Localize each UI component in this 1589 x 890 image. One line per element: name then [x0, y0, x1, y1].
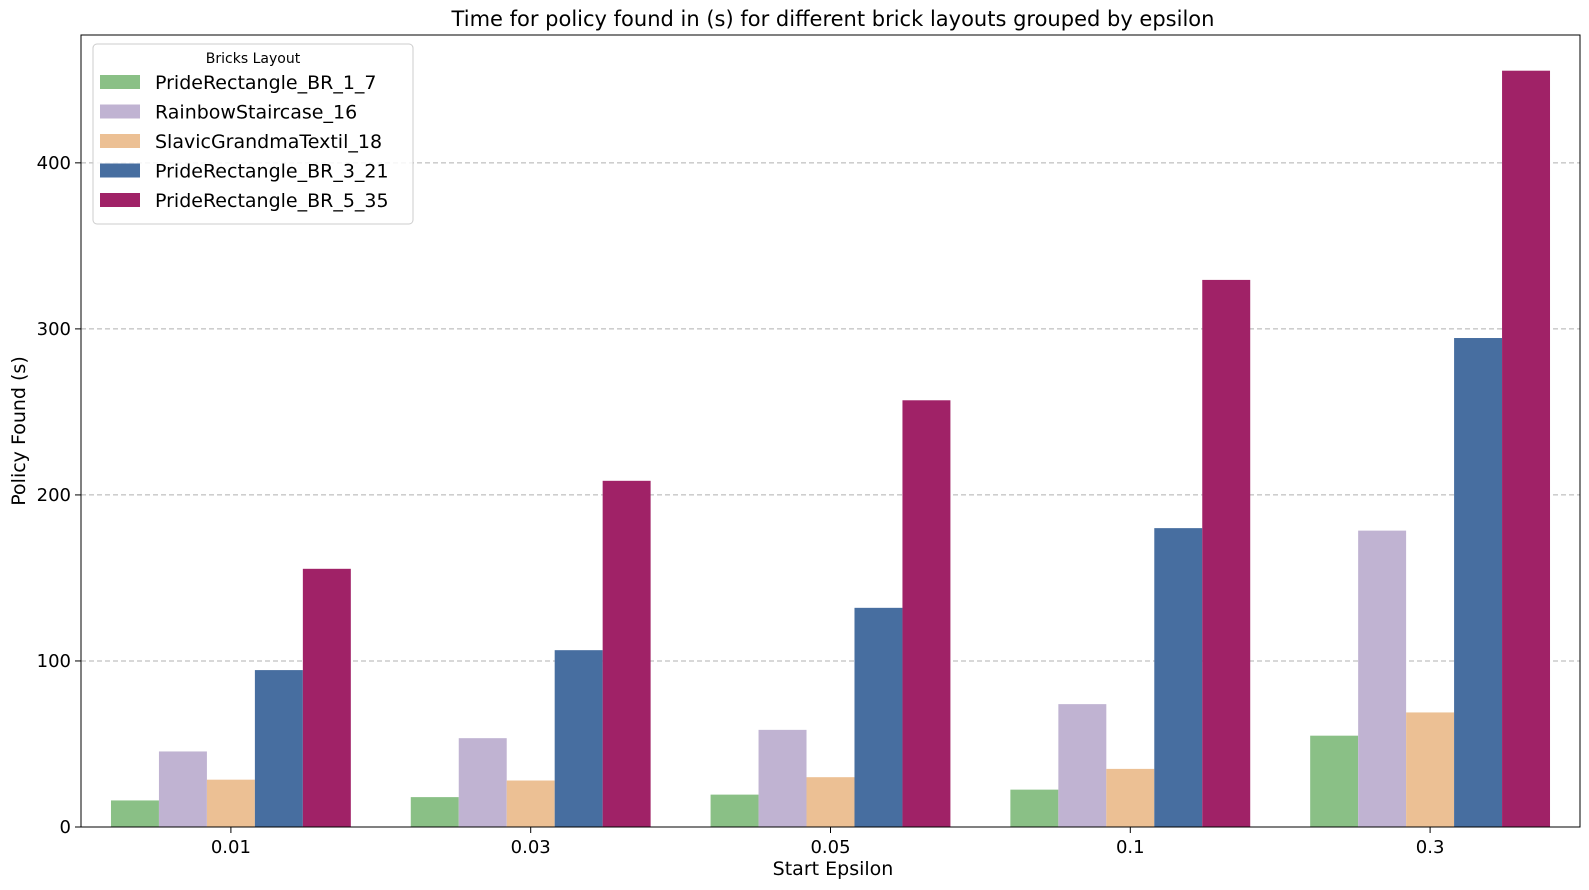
- bar: [710, 794, 759, 827]
- x-tick-label: 0.03: [511, 837, 551, 858]
- bar: [854, 607, 903, 827]
- y-tick-label: 200: [37, 485, 71, 506]
- legend-swatch: [100, 104, 140, 119]
- bar: [1010, 789, 1059, 827]
- y-tick-label: 100: [37, 651, 71, 672]
- legend-item-label: PrideRectangle_BR_1_7: [155, 72, 377, 94]
- bar: [1502, 70, 1551, 827]
- bar: [506, 780, 555, 827]
- bar: [554, 650, 603, 827]
- bar: [254, 670, 303, 827]
- y-tick-label: 300: [37, 319, 71, 340]
- bar: [1058, 704, 1107, 827]
- legend-item-label: RainbowStaircase_16: [155, 102, 357, 124]
- bar: [758, 729, 807, 827]
- y-tick-label: 400: [37, 153, 71, 174]
- legend-item-label: PrideRectangle_BR_3_21: [155, 161, 389, 183]
- legend-item-label: PrideRectangle_BR_5_35: [155, 190, 389, 212]
- legend-swatch: [100, 134, 140, 148]
- x-tick-label: 0.1: [1116, 837, 1145, 858]
- bar: [110, 800, 159, 827]
- bars: [110, 70, 1551, 828]
- legend-title: Bricks Layout: [206, 51, 301, 67]
- y-axis-label: Policy Found (s): [8, 356, 30, 505]
- bar: [1106, 768, 1155, 827]
- bar: [902, 400, 951, 827]
- x-tick-label: 0.01: [211, 837, 251, 858]
- legend-item-label: SlavicGrandmaTextil_18: [155, 131, 382, 153]
- x-tick-label: 0.3: [1416, 837, 1445, 858]
- bar: [806, 777, 855, 827]
- bar: [602, 480, 651, 827]
- bar: [206, 779, 255, 827]
- bar: [158, 751, 207, 827]
- x-axis: 0.01 0.03 0.05 0.1 0.3: [211, 827, 1445, 858]
- bar: [1154, 528, 1203, 827]
- legend-swatch: [100, 75, 140, 89]
- bar: [1310, 735, 1359, 827]
- chart-title: Time for policy found in (s) for differe…: [451, 7, 1215, 31]
- legend-box: [92, 43, 414, 225]
- bar: [1454, 338, 1503, 827]
- bar: [458, 738, 507, 827]
- bar: [410, 797, 459, 827]
- x-axis-label: Start Epsilon: [773, 858, 894, 880]
- bar: [302, 568, 351, 827]
- x-tick-label: 0.05: [810, 837, 850, 858]
- y-axis: 0 100 200 300 400: [37, 153, 81, 838]
- y-tick-label: 0: [60, 817, 71, 838]
- bar: [1358, 530, 1407, 827]
- legend-swatch: [100, 193, 140, 207]
- bar: [1406, 712, 1455, 827]
- legend: Bricks Layout PrideRectangle_BR_1_7 Rainb…: [92, 43, 414, 225]
- bar: [1202, 279, 1251, 828]
- legend-swatch: [100, 163, 140, 178]
